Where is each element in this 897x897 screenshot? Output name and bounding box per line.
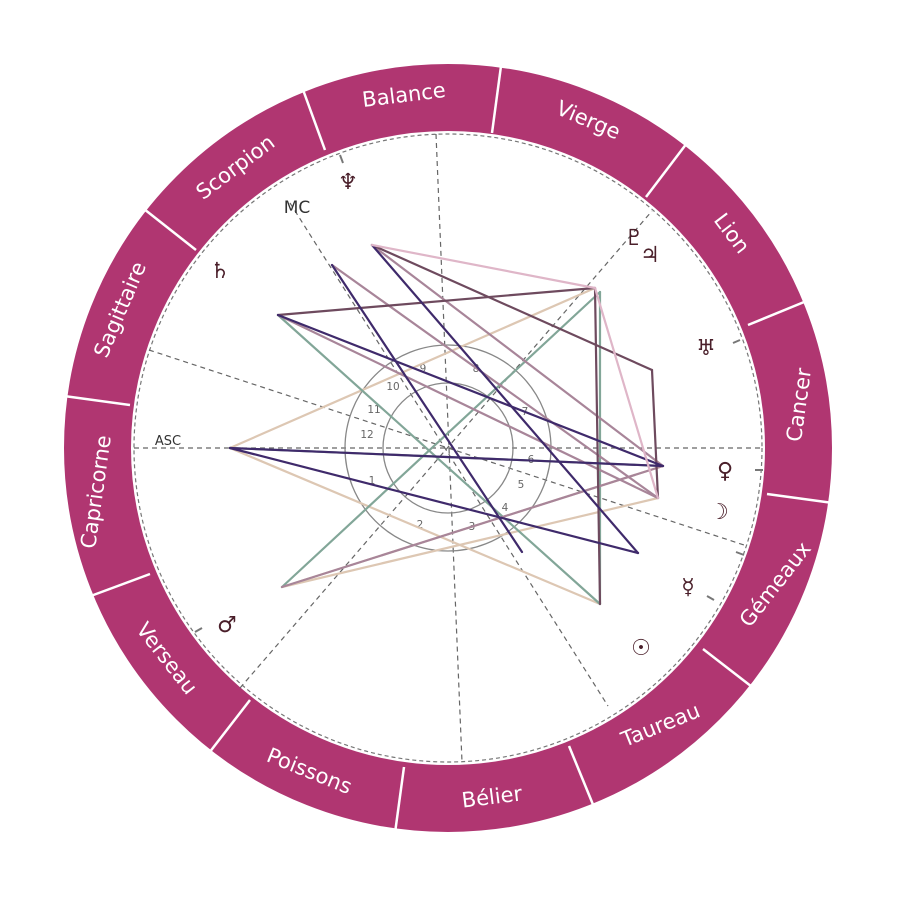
asc-label: ASC xyxy=(155,434,181,449)
house-number-11: 11 xyxy=(367,404,380,416)
aspect-line xyxy=(593,286,660,500)
tick-2 xyxy=(732,339,741,344)
aspect-line xyxy=(370,243,597,290)
cusp-ticks xyxy=(194,154,763,633)
aspect-line xyxy=(228,446,640,555)
divider-6 xyxy=(567,745,596,808)
mercury-icon: ☿ xyxy=(681,575,695,600)
divider-5 xyxy=(702,648,757,691)
planet-glyphs: ♆ ♇ ♃ ♅ ♀ ☽ ☿ ☉ ♂ ♄ xyxy=(210,170,733,661)
mars-icon: ♂ xyxy=(217,613,237,638)
cusp-line-a xyxy=(435,133,463,763)
divider-0 xyxy=(300,86,327,151)
aspect-line xyxy=(370,243,640,555)
sign-dividers xyxy=(63,65,834,834)
tick-1 xyxy=(339,154,344,164)
aspect-line xyxy=(276,313,665,468)
aspect-line xyxy=(276,313,602,606)
mc-label: MC xyxy=(284,198,311,218)
aspect-line xyxy=(228,446,602,606)
pluto-icon: ♇ xyxy=(624,226,644,251)
inner-boundary-circle xyxy=(133,133,763,763)
aspect-line xyxy=(280,290,602,589)
tick-5 xyxy=(706,595,715,601)
house-number-2: 2 xyxy=(417,519,424,531)
saturn-icon: ♄ xyxy=(210,259,230,284)
house-number-9: 9 xyxy=(420,363,427,375)
aspect-line xyxy=(276,286,597,317)
house-number-1: 1 xyxy=(369,475,376,487)
mc-axis-line xyxy=(289,202,609,707)
divider-7 xyxy=(393,766,406,834)
aspect-line xyxy=(280,496,660,589)
cusp-line-c xyxy=(239,210,653,689)
aspect-line xyxy=(593,286,602,606)
house-ring-inner xyxy=(382,382,514,514)
divider-10 xyxy=(63,394,131,407)
cusp-line-b xyxy=(148,349,748,547)
moon-icon: ☽ xyxy=(709,500,729,525)
divider-9 xyxy=(87,572,151,599)
ring-inner-edge xyxy=(131,131,765,765)
venus-icon: ♀ xyxy=(717,459,733,484)
divider-8 xyxy=(208,699,251,754)
aspect-line xyxy=(330,263,524,554)
aspect-line xyxy=(228,446,665,468)
house-number-4: 4 xyxy=(502,502,509,514)
house-ring-outer xyxy=(344,344,552,552)
aspect-line xyxy=(280,464,665,589)
sun-icon: ☉ xyxy=(631,636,651,661)
divider-1 xyxy=(490,65,503,134)
aspect-line xyxy=(276,313,660,500)
aspect-line xyxy=(650,368,660,500)
aspect-line xyxy=(370,243,665,468)
divider-3 xyxy=(747,298,810,327)
house-number-12: 12 xyxy=(360,429,373,441)
aspect-line xyxy=(330,263,660,500)
aspect-line xyxy=(370,243,654,372)
neptune-icon: ♆ xyxy=(338,170,358,195)
house-cusp-lines xyxy=(134,133,762,763)
house-number-5: 5 xyxy=(518,479,525,491)
zodiac-ring xyxy=(64,64,832,832)
house-number-10: 10 xyxy=(386,381,399,393)
uranus-icon: ♅ xyxy=(696,336,716,361)
tick-4 xyxy=(735,551,745,556)
divider-11 xyxy=(143,208,197,251)
tick-6 xyxy=(194,627,203,633)
divider-2 xyxy=(645,142,688,198)
jupiter-icon: ♃ xyxy=(640,243,660,268)
divider-4 xyxy=(766,492,834,505)
aspect-lines xyxy=(228,243,665,606)
